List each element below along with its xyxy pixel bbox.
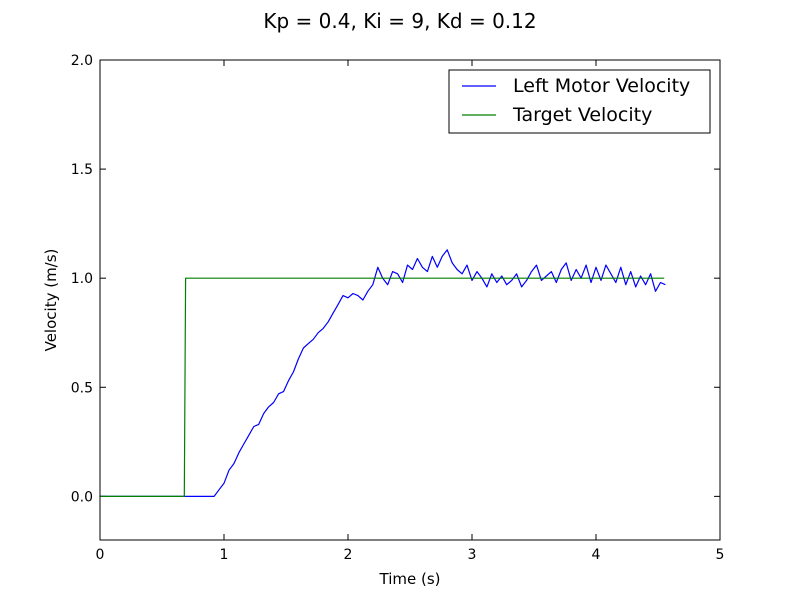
y-tick-label: 0.0 — [71, 489, 93, 505]
chart-title: Kp = 0.4, Ki = 9, Kd = 0.12 — [263, 9, 536, 33]
legend: Left Motor Velocity Target Velocity — [448, 69, 711, 134]
plot-frame — [99, 59, 721, 541]
y-tick-label: 2.0 — [71, 53, 93, 69]
legend-label-left-motor: Left Motor Velocity — [513, 75, 690, 97]
x-tick-label: 2 — [344, 547, 353, 563]
y-tick-label: 1.5 — [71, 162, 93, 178]
y-axis-label: Velocity (m/s) — [42, 249, 60, 352]
x-axis-label: Time (s) — [379, 570, 441, 588]
series-lines — [100, 249, 666, 497]
x-tick-label: 5 — [716, 547, 725, 563]
series-line-0 — [100, 249, 666, 497]
x-tick-label: 0 — [96, 547, 105, 563]
series-line-1 — [100, 277, 665, 497]
x-tick-label: 3 — [468, 547, 477, 563]
y-tick-label: 0.5 — [71, 380, 93, 396]
legend-label-target: Target Velocity — [512, 104, 652, 126]
x-tick-label: 4 — [592, 547, 601, 563]
x-tick-label: 1 — [220, 547, 229, 563]
y-tick-label: 1.0 — [71, 271, 93, 287]
legend-box — [448, 69, 711, 134]
